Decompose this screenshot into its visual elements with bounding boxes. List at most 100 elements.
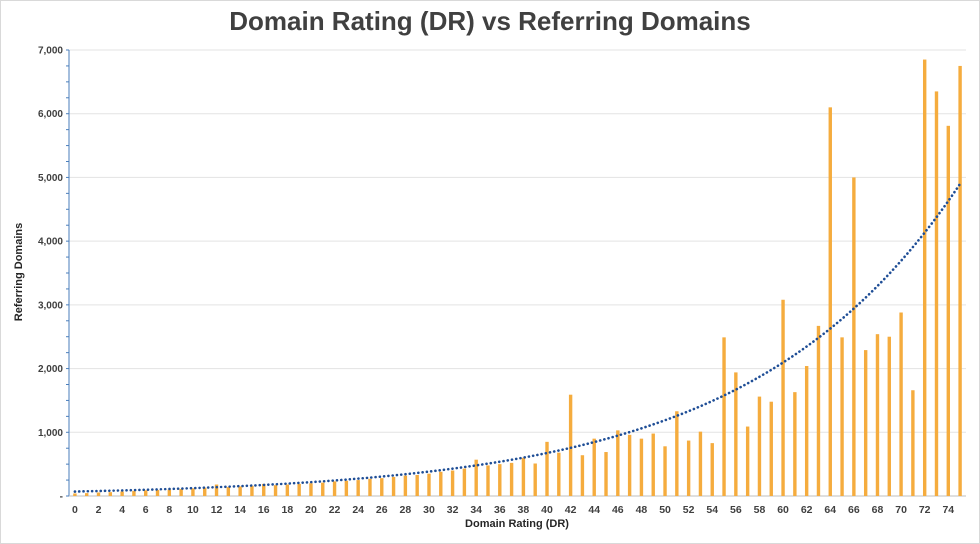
bar [545, 441, 549, 496]
bar [356, 480, 360, 496]
bar [710, 443, 714, 496]
bar [840, 337, 844, 496]
bar [85, 493, 89, 496]
x-tick-label: 4 [119, 504, 125, 516]
bar [769, 401, 773, 496]
bar [781, 299, 785, 496]
bar [616, 430, 620, 496]
axes [66, 49, 966, 497]
x-tick-label: 72 [919, 504, 931, 516]
x-tick-label: 10 [187, 504, 199, 516]
bar [250, 485, 254, 496]
y-tick-label: 3,000 [38, 300, 63, 311]
bar [462, 468, 467, 496]
x-tick-label: 2 [96, 504, 102, 516]
bar [580, 455, 585, 496]
bar [533, 463, 537, 496]
bar [592, 438, 596, 496]
bar [155, 489, 160, 496]
bar [498, 464, 502, 496]
x-tick-label: 52 [683, 504, 695, 516]
bar [321, 482, 325, 496]
x-tick-label: 32 [447, 504, 459, 516]
x-tick-label: 18 [282, 504, 294, 516]
bar [403, 475, 408, 496]
bar [332, 481, 337, 496]
bar [793, 392, 797, 496]
bar [391, 476, 396, 496]
x-tick-label: 44 [588, 504, 600, 516]
bar [179, 488, 183, 496]
bar [509, 462, 514, 496]
bar [568, 394, 573, 496]
y-tick-label: - [60, 492, 63, 503]
bar [946, 125, 950, 496]
bar [934, 91, 939, 497]
bar [887, 336, 891, 496]
x-tick-label: 34 [470, 504, 482, 516]
bar [285, 484, 290, 496]
bar [557, 452, 561, 496]
bar [273, 485, 278, 496]
bar [73, 493, 77, 496]
x-tick-label: 74 [942, 504, 954, 516]
y-tick-label: 5,000 [38, 173, 63, 184]
bar [899, 312, 903, 496]
bar [816, 325, 821, 496]
bar [214, 484, 219, 496]
x-tick-label: 60 [777, 504, 789, 516]
bars [73, 59, 962, 497]
bar [415, 474, 419, 496]
y-tick-label: 2,000 [38, 364, 63, 375]
bar [474, 459, 478, 496]
bar [627, 434, 632, 496]
x-tick-label: 12 [211, 504, 223, 516]
x-tick-label: 20 [305, 504, 317, 516]
bar [745, 426, 750, 496]
bar [828, 107, 832, 496]
bar [521, 457, 526, 496]
x-tick-label: 68 [872, 504, 884, 516]
bar [804, 366, 809, 496]
x-tick-label: 14 [234, 504, 246, 516]
bar [132, 490, 136, 496]
bar [309, 483, 313, 496]
x-tick-label: 22 [329, 504, 341, 516]
bar [651, 433, 655, 496]
bar [852, 177, 856, 496]
x-tick-label: 42 [565, 504, 577, 516]
bar [922, 59, 927, 497]
x-axis-label: Domain Rating (DR) [465, 518, 569, 530]
x-tick-label: 38 [518, 504, 530, 516]
trendline-path [73, 182, 962, 493]
bar [203, 487, 207, 496]
bar [427, 473, 431, 496]
x-tick-label: 30 [423, 504, 435, 516]
bar [262, 483, 266, 496]
x-tick-label: 48 [636, 504, 648, 516]
bar [639, 438, 644, 496]
bar [108, 492, 113, 496]
bar [368, 478, 372, 496]
chart-title: Domain Rating (DR) vs Referring Domains [229, 6, 751, 36]
x-tick-label: 26 [376, 504, 388, 516]
bar [191, 488, 195, 496]
x-tick-label: 16 [258, 504, 270, 516]
x-tick-label: 58 [754, 504, 766, 516]
x-tick-label: 50 [659, 504, 671, 516]
bar [675, 411, 679, 496]
x-tick-label: 56 [730, 504, 742, 516]
bar [167, 489, 172, 496]
bar [604, 452, 608, 496]
bar [875, 334, 880, 496]
trendline [73, 182, 962, 493]
x-tick-label: 36 [494, 504, 506, 516]
bar [863, 350, 868, 496]
x-tick-label: 0 [72, 504, 78, 516]
x-tick-label: 28 [400, 504, 412, 516]
bar [958, 65, 962, 496]
x-tick-label: 66 [848, 504, 860, 516]
bar [380, 478, 384, 496]
bar [120, 491, 124, 496]
